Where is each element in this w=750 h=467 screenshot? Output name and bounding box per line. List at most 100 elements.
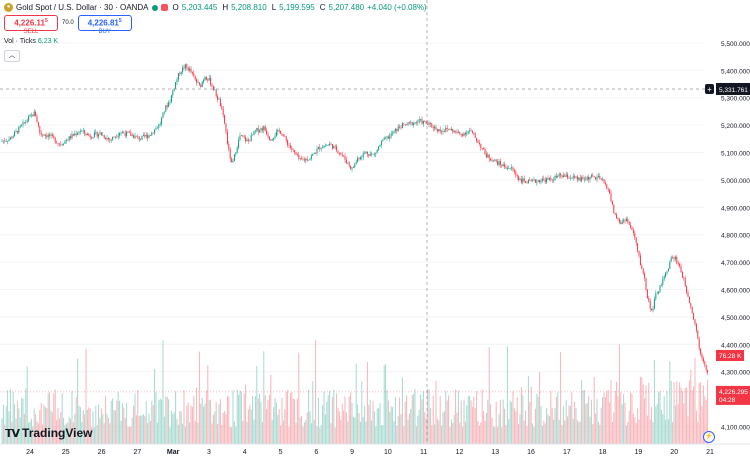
candle-body <box>621 221 623 224</box>
candle-body <box>448 129 450 130</box>
candle-body <box>648 297 650 302</box>
candle-body <box>176 79 178 83</box>
crosshair-price-label: 5,331.761 <box>719 87 748 94</box>
candle-body <box>555 175 557 178</box>
volume-bar <box>529 401 531 444</box>
candle-body <box>406 124 408 126</box>
flag-icon[interactable] <box>160 4 168 11</box>
volume-bar <box>296 398 298 444</box>
volume-bar <box>527 376 529 444</box>
candle-body <box>242 135 244 137</box>
volume-bar <box>2 404 4 444</box>
volume-bar <box>215 402 217 444</box>
volume-bar <box>127 427 129 444</box>
candle-body <box>308 159 310 161</box>
current-price-label: 4,226.295 <box>719 389 748 396</box>
volume-bar <box>698 383 700 444</box>
volume-bar <box>189 422 191 444</box>
candle-body <box>51 134 53 136</box>
candle-body <box>610 193 612 202</box>
volume-bar <box>442 412 444 444</box>
symbol-title[interactable]: Gold Spot / U.S. Dollar · 30 · OANDA <box>16 3 149 12</box>
x-tick-label: 19 <box>635 449 643 456</box>
volume-bar <box>110 400 112 444</box>
x-tick-label: 20 <box>670 449 678 456</box>
volume-bar <box>103 423 105 444</box>
candle-body <box>631 227 633 230</box>
candle-body <box>392 133 394 134</box>
candle-body <box>635 237 637 244</box>
candle-body <box>680 266 682 272</box>
volume-bar <box>373 411 375 444</box>
volume-bar <box>78 405 80 444</box>
candle-body <box>253 131 255 135</box>
candle-body <box>152 132 154 134</box>
candle-body <box>477 140 479 143</box>
volume-bar <box>205 390 207 444</box>
candle-body <box>50 134 52 136</box>
lightning-icon[interactable]: ⚡ <box>703 431 715 443</box>
volume-bar <box>165 396 167 444</box>
candle-body <box>567 174 569 179</box>
candle-body <box>537 180 539 182</box>
volume-bar <box>16 401 18 444</box>
volume-bar <box>278 409 280 444</box>
sell-button[interactable]: 4,226.115 SELL <box>4 15 58 35</box>
volume-legend[interactable]: Vol · Ticks 6.23 K <box>4 38 58 45</box>
volume-bar <box>653 359 655 444</box>
volume-bar <box>519 414 521 444</box>
volume-bar <box>91 427 93 444</box>
crosshair-price-tag <box>716 82 750 95</box>
candle-body <box>404 123 406 125</box>
candle-body <box>158 124 160 128</box>
volume-bar <box>436 418 438 444</box>
volume-bar <box>597 421 599 444</box>
candle-body <box>131 135 133 137</box>
candle-body <box>198 82 200 85</box>
candle-body <box>358 158 360 160</box>
candle-body <box>231 158 233 163</box>
volume-bar <box>191 406 193 444</box>
candle-body <box>119 133 121 136</box>
volume-bar <box>260 402 262 444</box>
candle-body <box>309 158 311 160</box>
volume-bar <box>547 414 549 444</box>
candle-body <box>646 289 648 298</box>
candle-body <box>196 79 198 83</box>
candle-body <box>291 148 293 150</box>
tradingview-logo[interactable]: 𝗧𝗩 TradingView <box>5 426 93 440</box>
volume-bar <box>281 397 283 444</box>
volume-bar <box>44 407 46 444</box>
trade-panel: 4,226.115 SELL 70.0 4,226.815 BUY <box>4 15 132 35</box>
candle-body <box>189 68 191 71</box>
candle-body <box>274 136 276 139</box>
candle-body <box>133 135 135 139</box>
volume-bar <box>88 407 90 444</box>
chevron-up-icon[interactable]: ︿ <box>4 50 20 62</box>
candle-body <box>296 154 298 156</box>
candle-body <box>287 140 289 146</box>
candle-body <box>663 276 665 279</box>
volume-bar <box>316 426 318 444</box>
candle-body <box>690 302 692 307</box>
candle-body <box>467 131 469 133</box>
candle-body <box>630 224 632 228</box>
volume-bar <box>348 396 350 444</box>
candle-body <box>541 178 543 181</box>
candle-body <box>618 219 620 223</box>
volume-bar <box>301 415 303 444</box>
candle-body <box>205 77 207 80</box>
candle-body <box>92 137 94 139</box>
volume-bar <box>207 365 209 444</box>
volume-bar <box>490 404 492 444</box>
volume-bar <box>333 389 335 444</box>
volume-bar <box>532 423 534 444</box>
x-tick-label: 10 <box>384 449 392 456</box>
volume-bar <box>170 410 172 444</box>
buy-button[interactable]: 4,226.815 BUY <box>77 15 132 35</box>
candle-body <box>11 137 13 139</box>
volume-bar <box>485 412 487 444</box>
